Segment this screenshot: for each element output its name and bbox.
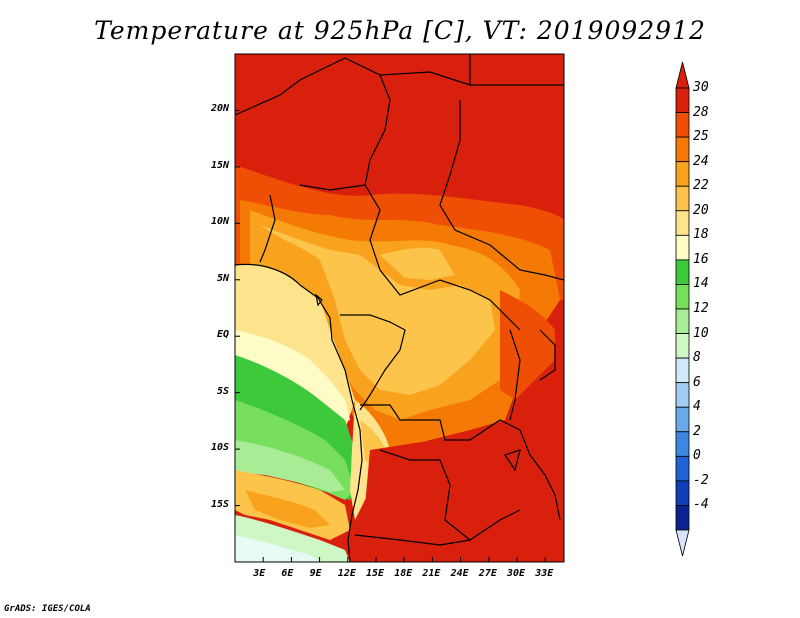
colorbar-swatch: [675, 185, 690, 212]
colorbar-label: 20: [693, 202, 709, 218]
x-tick-label: 30E: [507, 568, 526, 579]
colorbar-swatch: [675, 333, 690, 359]
colorbar-under-triangle: [675, 529, 690, 557]
colorbar-label: 8: [693, 350, 701, 366]
colorbar-swatch: [675, 210, 690, 236]
colorbar-label: 0: [693, 448, 701, 464]
colorbar-swatch: [675, 112, 690, 138]
axis-ticks: [235, 109, 546, 562]
colorbar-label: 6: [693, 374, 701, 390]
colorbar-label: 25: [693, 129, 709, 145]
colorbar-label: 12: [693, 301, 709, 316]
x-tick-label: 9E: [309, 568, 322, 579]
colorbar-label: -4: [693, 497, 709, 513]
colorbar-label: 28: [693, 104, 709, 120]
x-tick-label: 18E: [394, 568, 413, 579]
colorbar-swatch: [675, 406, 690, 433]
colorbar-label: 14: [693, 276, 709, 292]
colorbar-swatch: [675, 382, 690, 408]
colorbar-swatch: [675, 505, 690, 531]
colorbar-label: 10: [693, 325, 709, 341]
colorbar-swatch: [675, 259, 690, 285]
colorbar: [675, 61, 690, 557]
colorbar-swatch: [675, 234, 690, 261]
y-tick-label: 15S: [210, 498, 229, 510]
x-tick-label: 15E: [366, 568, 385, 579]
y-tick-label: 5S: [216, 385, 229, 397]
colorbar-swatch: [675, 431, 690, 457]
colorbar-swatch: [675, 161, 690, 187]
colorbar-label: 2: [693, 423, 701, 439]
colorbar-swatch: [675, 480, 690, 506]
temperature-field: [235, 54, 564, 562]
x-tick-label: 21E: [422, 568, 441, 579]
colorbar-swatch: [675, 308, 690, 334]
colorbar-swatch: [675, 87, 690, 113]
x-tick-label: 12E: [337, 568, 356, 579]
x-tick-label: 33E: [535, 568, 554, 579]
colorbar-label: 18: [693, 227, 709, 243]
x-tick-label: 24E: [450, 568, 469, 579]
y-tick-label: 5N: [216, 272, 229, 284]
colorbar-swatch: [675, 136, 690, 163]
y-tick-label: 20N: [210, 103, 229, 115]
y-tick-label: 10S: [210, 442, 229, 454]
y-tick-label: 10N: [210, 216, 229, 228]
colorbar-label: 24: [693, 153, 709, 169]
colorbar-swatch: [675, 455, 690, 482]
x-tick-label: 6E: [281, 568, 294, 579]
y-tick-label: EQ: [216, 329, 229, 341]
map-frame: [234, 53, 565, 563]
colorbar-swatch: [675, 284, 690, 310]
colorbar-swatch: [675, 357, 690, 384]
country-borders: [235, 54, 564, 562]
colorbar-label: 4: [693, 399, 701, 415]
map-title: Temperature at 925hPa [C], VT: 201909291…: [94, 16, 706, 45]
x-tick-label: 3E: [253, 568, 266, 579]
x-tick-label: 27E: [478, 568, 497, 579]
colorbar-label: 22: [693, 178, 709, 194]
colorbar-label: -2: [693, 472, 709, 488]
colorbar-label: 16: [693, 251, 709, 267]
colorbar-over-triangle: [675, 61, 690, 89]
y-tick-label: 15N: [210, 159, 229, 171]
colorbar-label: 30: [693, 80, 709, 95]
credit-label: GrADS: IGES/COLA: [4, 604, 91, 614]
